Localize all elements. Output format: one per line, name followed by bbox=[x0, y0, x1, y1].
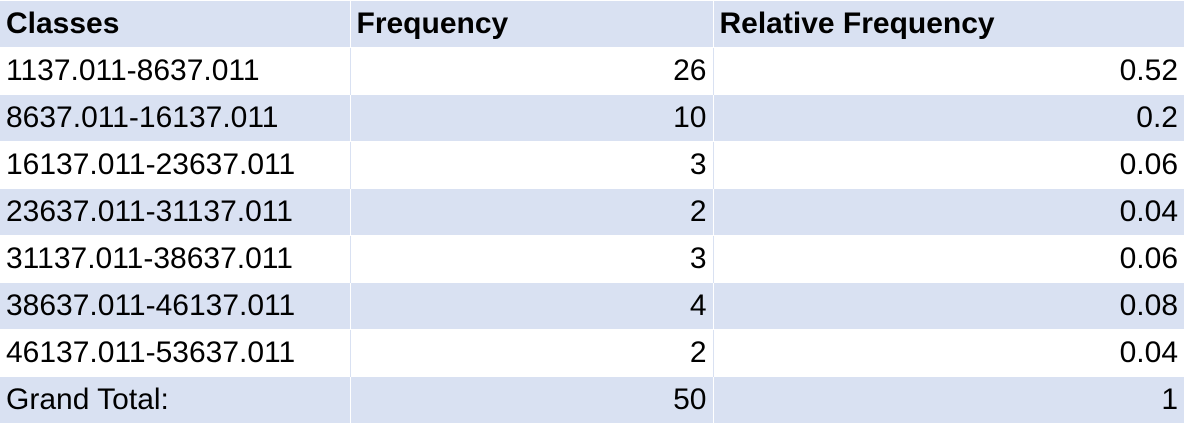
cell-frequency: 10 bbox=[350, 95, 713, 142]
cell-relative-frequency: 0.08 bbox=[713, 283, 1184, 330]
table-row: 16137.011-23637.011 3 0.06 bbox=[0, 142, 1184, 189]
cell-classes: 38637.011-46137.011 bbox=[0, 283, 350, 330]
header-relative-frequency: Relative Frequency bbox=[713, 1, 1184, 48]
table-row: 1137.011-8637.011 26 0.52 bbox=[0, 48, 1184, 95]
table-row: 46137.011-53637.011 2 0.04 bbox=[0, 330, 1184, 377]
grand-total-label: Grand Total: bbox=[0, 377, 350, 423]
cell-classes: 1137.011-8637.011 bbox=[0, 48, 350, 95]
cell-frequency: 3 bbox=[350, 142, 713, 189]
cell-relative-frequency: 0.04 bbox=[713, 189, 1184, 236]
cell-classes: 46137.011-53637.011 bbox=[0, 330, 350, 377]
header-classes: Classes bbox=[0, 1, 350, 48]
grand-total-relative-frequency: 1 bbox=[713, 377, 1184, 423]
table-row: 23637.011-31137.011 2 0.04 bbox=[0, 189, 1184, 236]
table-row: 31137.011-38637.011 3 0.06 bbox=[0, 236, 1184, 283]
cell-relative-frequency: 0.52 bbox=[713, 48, 1184, 95]
cell-frequency: 4 bbox=[350, 283, 713, 330]
cell-frequency: 3 bbox=[350, 236, 713, 283]
grand-total-frequency: 50 bbox=[350, 377, 713, 423]
header-frequency: Frequency bbox=[350, 1, 713, 48]
cell-classes: 23637.011-31137.011 bbox=[0, 189, 350, 236]
header-row: Classes Frequency Relative Frequency bbox=[0, 1, 1184, 48]
cell-frequency: 2 bbox=[350, 330, 713, 377]
cell-relative-frequency: 0.04 bbox=[713, 330, 1184, 377]
cell-classes: 8637.011-16137.011 bbox=[0, 95, 350, 142]
cell-frequency: 2 bbox=[350, 189, 713, 236]
cell-classes: 31137.011-38637.011 bbox=[0, 236, 350, 283]
grand-total-row: Grand Total: 50 1 bbox=[0, 377, 1184, 423]
cell-relative-frequency: 0.06 bbox=[713, 142, 1184, 189]
table-row: 38637.011-46137.011 4 0.08 bbox=[0, 283, 1184, 330]
cell-classes: 16137.011-23637.011 bbox=[0, 142, 350, 189]
cell-relative-frequency: 0.2 bbox=[713, 95, 1184, 142]
cell-frequency: 26 bbox=[350, 48, 713, 95]
table-row: 8637.011-16137.011 10 0.2 bbox=[0, 95, 1184, 142]
cell-relative-frequency: 0.06 bbox=[713, 236, 1184, 283]
